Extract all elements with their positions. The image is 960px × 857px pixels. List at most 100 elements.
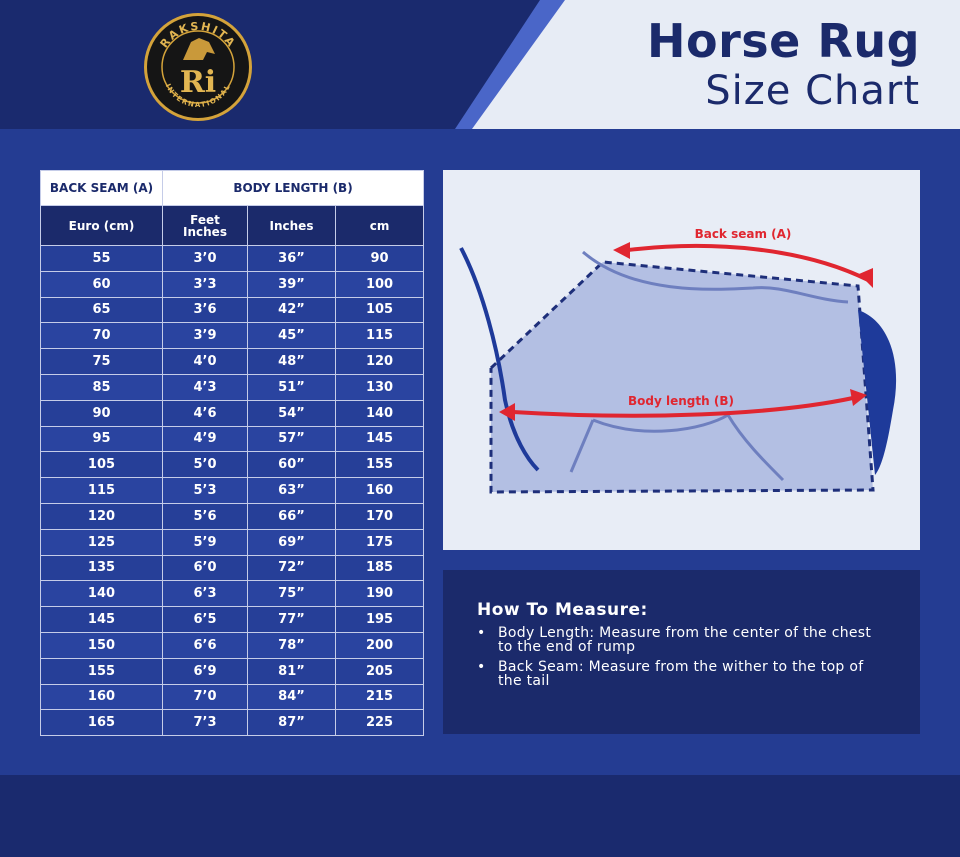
back-seam-arrow-head-right — [859, 268, 873, 288]
table-row: 115 5’3 63” 160 — [40, 477, 425, 504]
cell-feet-inches: 6’0 — [162, 554, 248, 582]
cell-feet-inches: 6’3 — [162, 580, 248, 608]
body-length-arrow — [512, 396, 854, 418]
column-header-feet-inches: Feet Inches — [162, 205, 248, 246]
body-length-arrow-head-right — [850, 389, 867, 406]
brand-monogram: Ri — [180, 65, 216, 100]
table-row: 140 6’3 75” 190 — [40, 580, 425, 608]
cell-feet-inches: 3’0 — [162, 245, 248, 272]
column-header-cm: cm — [334, 205, 425, 246]
cell-inches: 77” — [247, 606, 336, 633]
cell-euro-cm: 65 — [40, 296, 163, 324]
table-row: 95 4’9 57” 145 — [40, 425, 425, 453]
table-row: 55 3’0 36” 90 — [40, 245, 425, 272]
body-length-label: Body length (B) — [628, 394, 734, 408]
page-subtitle: Size Chart — [705, 68, 920, 114]
horse-head-icon — [183, 38, 215, 60]
cell-inches: 48” — [247, 348, 336, 375]
cell-euro-cm: 145 — [40, 606, 163, 633]
cell-cm: 225 — [334, 709, 425, 737]
cell-cm: 130 — [334, 373, 425, 401]
cell-inches: 54” — [247, 399, 336, 427]
cell-cm: 115 — [334, 322, 425, 350]
cell-euro-cm: 135 — [40, 554, 163, 582]
cell-feet-inches: 7’0 — [162, 683, 248, 711]
group-header-body-length: BODY LENGTH (B) — [161, 170, 425, 206]
cell-inches: 75” — [247, 580, 336, 608]
cell-euro-cm: 150 — [40, 631, 163, 659]
cell-cm: 120 — [334, 348, 425, 375]
table-row: 160 7’0 84” 215 — [40, 683, 425, 711]
cell-feet-inches: 6’5 — [162, 606, 248, 633]
page-title: Horse Rug — [647, 14, 920, 68]
cell-inches: 51” — [247, 373, 336, 401]
cell-euro-cm: 115 — [40, 477, 163, 504]
cell-cm: 160 — [334, 477, 425, 504]
cell-cm: 190 — [334, 580, 425, 608]
cell-euro-cm: 75 — [40, 348, 163, 375]
cell-euro-cm: 90 — [40, 399, 163, 427]
how-to-measure-title: How To Measure: — [477, 600, 648, 620]
table-row: 75 4’0 48” 120 — [40, 348, 425, 375]
table-row: 90 4’6 54” 140 — [40, 399, 425, 427]
rug-diagram: Back seam (A) Body length (B) — [459, 227, 897, 494]
cell-cm: 195 — [334, 606, 425, 633]
cell-euro-cm: 160 — [40, 683, 163, 711]
cell-inches: 39” — [247, 270, 336, 298]
cell-cm: 205 — [334, 657, 425, 685]
horse-belly-line — [592, 413, 729, 433]
cell-cm: 185 — [334, 554, 425, 582]
cell-feet-inches: 6’6 — [162, 631, 248, 659]
cell-inches: 63” — [247, 477, 336, 504]
back-seam-label: Back seam (A) — [695, 227, 792, 241]
cell-feet-inches: 3’3 — [162, 270, 248, 298]
cell-cm: 215 — [334, 683, 425, 711]
cell-inches: 45” — [247, 322, 336, 350]
instruction-back-seam: Back Seam: Measure from the wither to th… — [477, 660, 886, 688]
cell-feet-inches: 4’6 — [162, 399, 248, 427]
footer-bar — [0, 775, 960, 857]
cell-feet-inches: 5’6 — [162, 502, 248, 530]
cell-feet-inches: 4’0 — [162, 348, 248, 375]
rug-diagram-panel: Back seam (A) Body length (B) — [443, 170, 920, 550]
cell-cm: 105 — [334, 296, 425, 324]
table-row: 165 7’3 87” 225 — [40, 709, 425, 737]
cell-cm: 170 — [334, 502, 425, 530]
cell-feet-inches: 5’0 — [162, 451, 248, 479]
cell-feet-inches: 4’9 — [162, 425, 248, 453]
cell-feet-inches: 6’9 — [162, 657, 248, 685]
cell-cm: 100 — [334, 270, 425, 298]
table-row: 150 6’6 78” 200 — [40, 631, 425, 659]
cell-euro-cm: 155 — [40, 657, 163, 685]
cell-inches: 81” — [247, 657, 336, 685]
cell-euro-cm: 120 — [40, 502, 163, 530]
table-row: 155 6’9 81” 205 — [40, 657, 425, 685]
cell-inches: 36” — [247, 245, 336, 272]
header-light-panel — [455, 0, 960, 129]
table-row: 65 3’6 42” 105 — [40, 296, 425, 324]
cell-cm: 155 — [334, 451, 425, 479]
cell-cm: 145 — [334, 425, 425, 453]
cell-euro-cm: 85 — [40, 373, 163, 401]
table-row: 125 5’9 69” 175 — [40, 528, 425, 556]
cell-euro-cm: 55 — [40, 245, 163, 272]
group-header-back-seam: BACK SEAM (A) — [40, 170, 163, 206]
table-row: 145 6’5 77” 195 — [40, 606, 425, 633]
cell-inches: 69” — [247, 528, 336, 556]
cell-euro-cm: 125 — [40, 528, 163, 556]
cell-euro-cm: 140 — [40, 580, 163, 608]
column-header-inches: Inches — [247, 205, 336, 246]
cell-euro-cm: 105 — [40, 451, 163, 479]
brand-logo: RAKSHITA INTERNATIONAL Ri — [144, 13, 252, 121]
cell-inches: 78” — [247, 631, 336, 659]
horse-tail-shape — [858, 310, 897, 475]
horse-front-outline — [459, 247, 540, 472]
back-seam-arrow-head-left — [613, 242, 630, 259]
horse-leg-back — [726, 414, 785, 482]
back-seam-arrow — [627, 243, 869, 282]
cell-inches: 42” — [247, 296, 336, 324]
table-row: 60 3’3 39” 100 — [40, 270, 425, 298]
table-row: 120 5’6 66” 170 — [40, 502, 425, 530]
cell-euro-cm: 70 — [40, 322, 163, 350]
cell-feet-inches: 5’3 — [162, 477, 248, 504]
